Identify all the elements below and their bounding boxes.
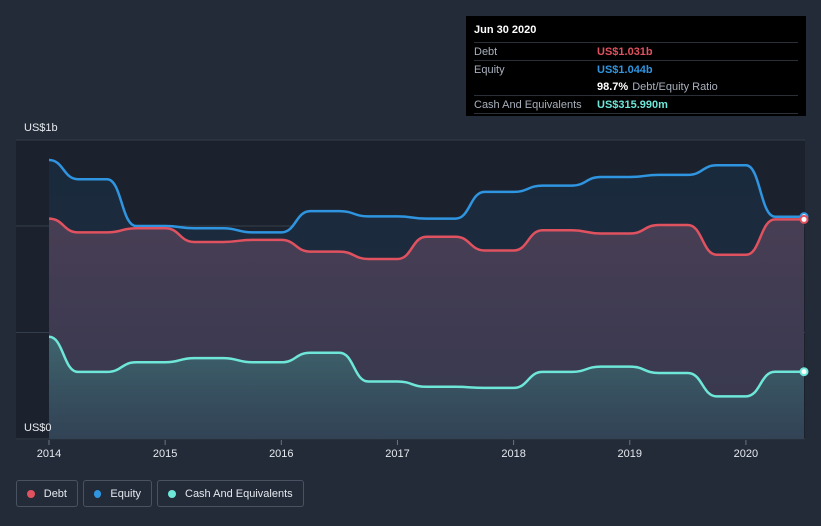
tooltip-debt-label: Debt (474, 45, 498, 58)
y-axis-bottom-label: US$0 (24, 422, 52, 434)
tooltip-row-equity: Equity US$1.044b (474, 60, 798, 78)
cash-legend-dot-icon (168, 489, 176, 498)
x-tick-label-2016: 2016 (269, 448, 293, 460)
tooltip-date: Jun 30 2020 (474, 24, 537, 36)
legend-item-equity[interactable]: Equity (83, 480, 152, 507)
debt-legend-dot-icon (27, 489, 35, 498)
tooltip-ratio-value: 98.7% (597, 80, 629, 93)
x-tick-label-2014: 2014 (37, 448, 61, 460)
tooltip-equity-value: US$1.044b (597, 63, 653, 76)
tooltip-row-ratio: 98.7% Debt/Equity Ratio (474, 78, 798, 95)
equity-legend-dot-icon (94, 489, 102, 498)
debt-endpoint-marker (799, 214, 809, 224)
series-endpoints (799, 212, 809, 377)
tooltip-cash-label: Cash And Equivalents (474, 98, 582, 111)
legend-debt-label: Debt (43, 487, 67, 500)
x-tick-label-2018: 2018 (501, 448, 525, 460)
legend-item-debt[interactable]: Debt (16, 480, 78, 507)
x-tick-label-2020: 2020 (734, 448, 758, 460)
tooltip-ratio-label: Debt/Equity Ratio (632, 80, 718, 93)
tooltip-equity-label: Equity (474, 63, 505, 76)
debt-line (48, 217, 804, 261)
equity-line (48, 158, 804, 234)
x-axis-ticks: 2014 2015 2016 2017 2018 2019 2020 (37, 440, 758, 460)
y-axis-top-label: US$1b (24, 122, 58, 134)
tooltip-row-debt: Debt US$1.031b (474, 42, 798, 60)
legend-cash-label: Cash And Equivalents (185, 487, 293, 500)
cash-endpoint-marker (799, 367, 809, 377)
tooltip-debt-value: US$1.031b (597, 45, 653, 58)
x-tick-label-2019: 2019 (618, 448, 642, 460)
tooltip-row-cash: Cash And Equivalents US$315.990m (474, 95, 798, 114)
tooltip-cash-value: US$315.990m (597, 98, 668, 111)
series-lines (48, 158, 804, 398)
x-tick-label-2015: 2015 (153, 448, 177, 460)
legend-item-cash[interactable]: Cash And Equivalents (157, 480, 304, 507)
data-tooltip: Jun 30 2020 Debt US$1.031b Equity US$1.0… (466, 16, 806, 116)
legend-equity-label: Equity (110, 487, 141, 500)
debt-equity-chart: 2014 2015 2016 2017 2018 2019 2020 (16, 139, 809, 460)
cash-line (48, 335, 804, 398)
x-tick-label-2017: 2017 (385, 448, 409, 460)
